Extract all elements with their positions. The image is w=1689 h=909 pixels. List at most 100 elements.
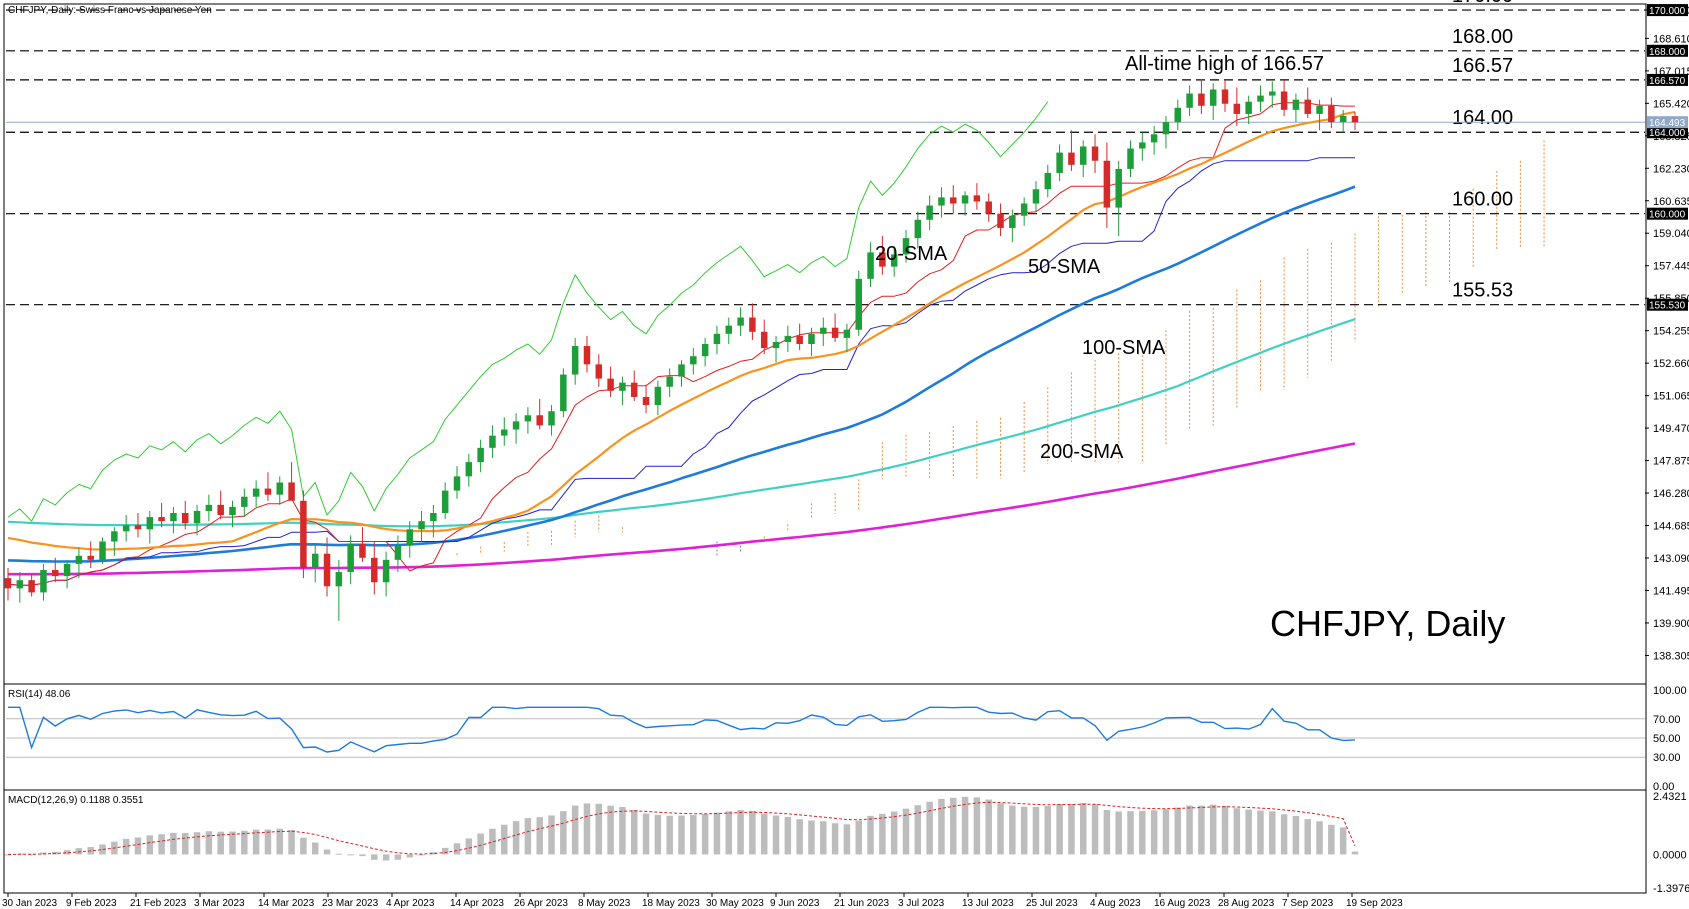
price-tick-label: 168.610	[1653, 33, 1689, 45]
price-tag-label: 164.493	[1649, 118, 1686, 129]
macd-label: MACD(12,26,9) 0.1188 0.3551	[8, 795, 144, 806]
macd-histogram-bar	[536, 817, 543, 855]
macd-histogram-bar	[465, 838, 473, 855]
candle-body	[666, 376, 673, 387]
candle-body	[678, 364, 685, 377]
price-tick-label: 138.305	[1653, 650, 1689, 662]
candle-body	[40, 570, 47, 593]
candle-body	[1056, 152, 1063, 173]
candle-body	[1079, 146, 1087, 165]
candle-body	[63, 563, 71, 577]
sma200-label: 200-SMA	[1040, 441, 1124, 463]
chikou-line	[7, 101, 1049, 522]
rsi-tick-label: 0.00	[1653, 781, 1674, 793]
price-tag-label: 168.000	[1649, 47, 1686, 58]
macd-histogram-bar	[950, 797, 957, 855]
level-label: 155.53	[1452, 280, 1513, 302]
candle-body	[87, 555, 94, 560]
candle-body	[111, 531, 118, 542]
date-tick-label: 14 Apr 2023	[450, 898, 504, 909]
kijun-line	[7, 157, 1355, 586]
rsi-panel: 100.00 70.00 50.00 30.00 0.00	[6, 685, 1687, 793]
candle-body	[1009, 215, 1016, 228]
macd-histogram-bar	[1280, 814, 1288, 855]
candle-body	[217, 504, 224, 516]
candle-body	[737, 317, 744, 326]
price-tick-label: 143.090	[1653, 553, 1689, 565]
macd-histogram-bar	[784, 816, 792, 855]
macd-histogram-bar	[229, 831, 236, 855]
candle-body	[1115, 168, 1122, 208]
macd-histogram-bar	[1150, 810, 1158, 855]
macd-histogram-bar	[158, 834, 165, 855]
macd-histogram-bar	[843, 824, 851, 855]
macd-histogram-bar	[619, 807, 626, 855]
macd-histogram-bar	[1068, 804, 1075, 855]
price-tag-box	[1647, 116, 1688, 129]
candle-body	[16, 580, 24, 589]
macd-tick-label: 0.0000	[1653, 849, 1687, 861]
date-tick-label: 26 Apr 2023	[514, 898, 568, 909]
macd-histogram-bar	[1304, 819, 1311, 855]
ichimoku-cloud	[432, 140, 1545, 559]
candle-body	[772, 341, 780, 349]
candle-body	[950, 197, 957, 204]
candle-body	[560, 374, 567, 412]
macd-histogram-bar	[146, 835, 154, 855]
macd-histogram-bar	[1245, 809, 1252, 855]
all-time-high-annotation: All-time high of 166.57	[1125, 53, 1324, 75]
macd-histogram-bar	[1079, 803, 1087, 855]
macd-histogram-bar	[406, 854, 413, 858]
macd-histogram-bar	[1339, 827, 1347, 855]
candle-body	[938, 197, 945, 206]
price-tag-label: 155.530	[1649, 301, 1686, 312]
price-tick-label: 160.635	[1653, 196, 1689, 208]
macd-histogram-bar	[193, 832, 201, 855]
macd-histogram-bar	[1186, 805, 1193, 855]
date-tick-label: 13 Jul 2023	[962, 898, 1014, 909]
macd-histogram-bar	[701, 814, 709, 855]
macd-histogram-bar	[749, 810, 756, 855]
price-tick-label: 139.900	[1653, 618, 1689, 630]
macd-histogram-bar	[1316, 821, 1323, 855]
macd-histogram-bar	[371, 854, 378, 860]
macd-histogram-bar	[217, 831, 224, 855]
macd-histogram-bar	[548, 815, 555, 855]
price-tag-box	[1647, 73, 1688, 86]
macd-histogram-bar	[1233, 808, 1241, 855]
macd-histogram-bar	[772, 815, 780, 855]
macd-histogram-bar	[4, 854, 12, 856]
candle-body	[1269, 91, 1276, 96]
macd-histogram-bar	[737, 810, 744, 855]
macd-histogram-bar	[441, 847, 449, 855]
macd-histogram-bar	[796, 819, 803, 855]
macd-histogram-bar	[205, 831, 213, 855]
price-tag-label: 166.570	[1649, 76, 1686, 87]
candle-body	[1245, 101, 1252, 114]
macd-histogram-bar	[1269, 811, 1276, 855]
date-tick-label: 19 Sep 2023	[1346, 898, 1403, 909]
candle-body	[879, 252, 886, 267]
candle-body	[607, 378, 614, 391]
candle-body	[170, 513, 177, 522]
price-tick-label: 159.040	[1653, 228, 1689, 240]
macd-histogram-bar	[1221, 805, 1229, 855]
candle-body	[654, 386, 662, 406]
rsi-tick-label: 50.00	[1653, 733, 1681, 745]
candle-body	[394, 545, 402, 560]
macd-histogram-bar	[512, 821, 520, 855]
candle-body	[1020, 203, 1028, 216]
macd-signal-line	[7, 801, 1356, 855]
macd-histogram-bar	[725, 811, 733, 855]
price-tag-label: 170.000	[1649, 6, 1686, 17]
candle-body	[1162, 122, 1170, 135]
price-tick-label: 146.280	[1653, 488, 1689, 500]
rsi-line	[8, 706, 1356, 753]
macd-histogram-bar	[122, 838, 130, 855]
price-tag-label: 160.000	[1649, 210, 1686, 221]
macd-histogram-bar	[571, 805, 579, 855]
macd-histogram-bar	[879, 813, 886, 855]
macd-panel: 2.4321 0.0000 -1.3976	[4, 791, 1689, 895]
macd-histogram-bar	[323, 849, 331, 855]
candle-body	[1339, 115, 1347, 123]
